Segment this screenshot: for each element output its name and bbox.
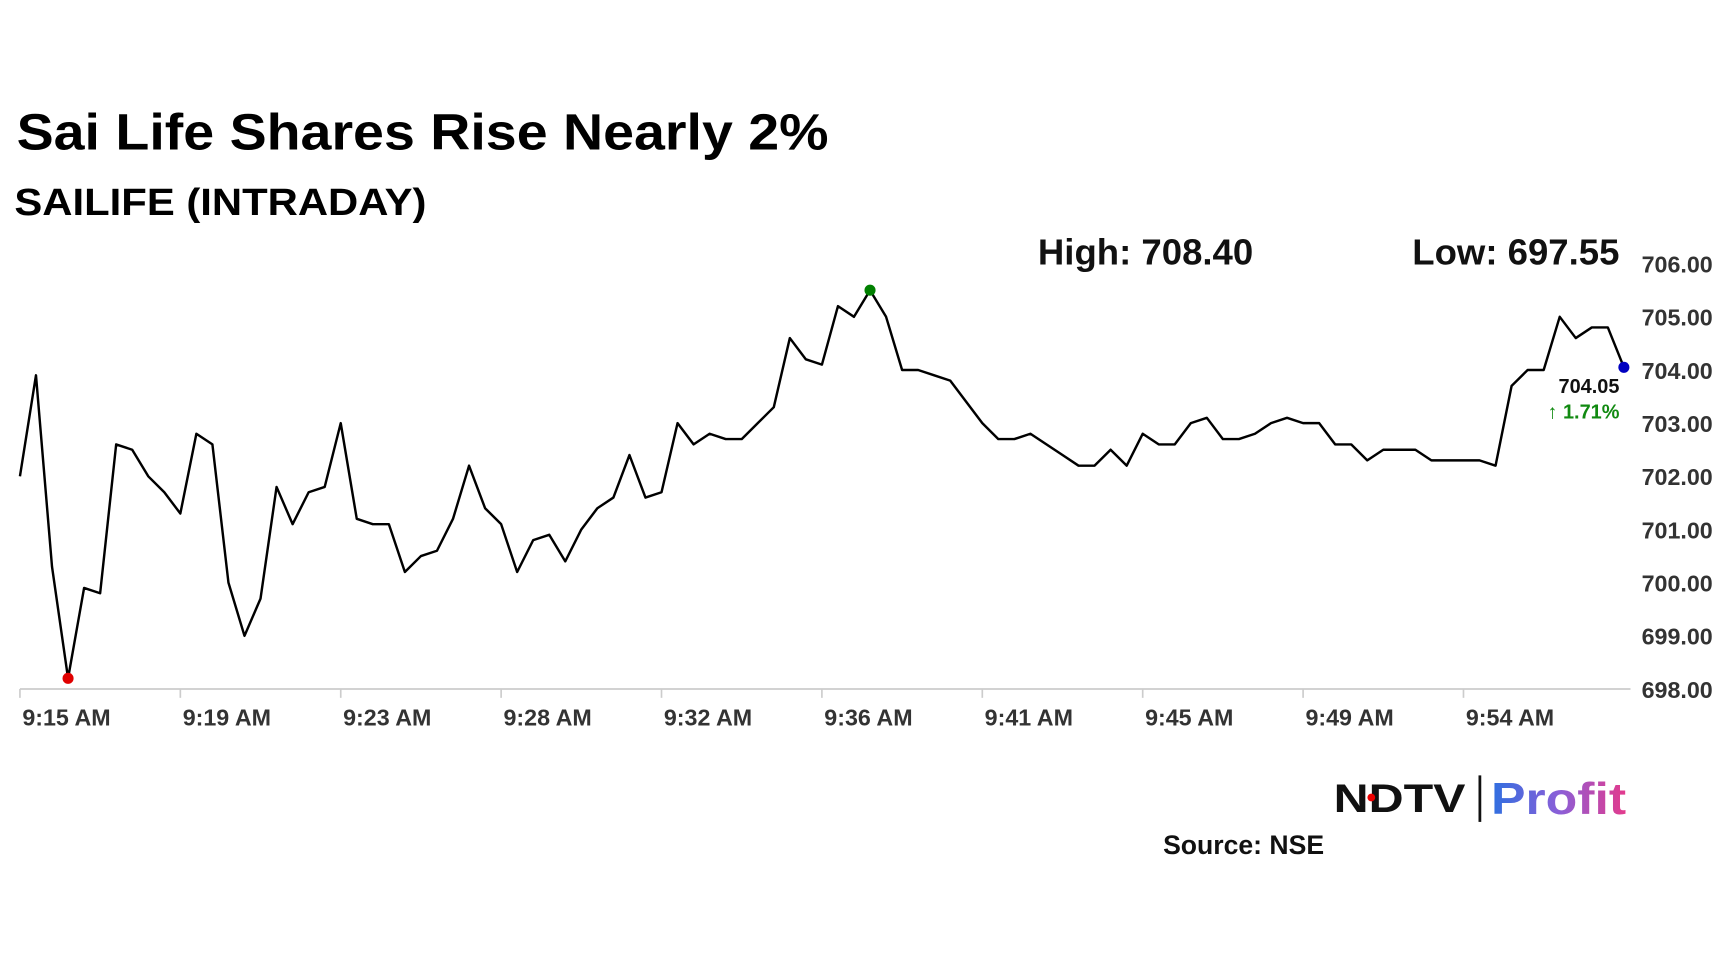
source: Source: NSE — [1163, 830, 1324, 860]
change-label: ↑ 1.71% — [1547, 402, 1619, 424]
y-tick-label: 701.00 — [1642, 517, 1713, 543]
price-line — [18, 288, 1626, 680]
last-value-label: 704.05 — [1559, 376, 1620, 398]
x-tick-label: 9:15 AM — [22, 705, 110, 731]
y-tick-label: 703.00 — [1642, 411, 1713, 437]
chart-subtitle: SAILIFE (INTRADAY) — [14, 181, 426, 223]
y-tick-label: 706.00 — [1642, 251, 1713, 277]
last-marker — [1618, 361, 1630, 373]
y-tick-label: 700.00 — [1642, 571, 1713, 597]
max-marker — [864, 284, 876, 296]
logo-dot — [1367, 793, 1376, 802]
x-tick-label: 9:19 AM — [183, 705, 271, 731]
x-tick-label: 9:45 AM — [1145, 705, 1233, 731]
x-tick-label: 9:32 AM — [664, 705, 752, 731]
y-tick-label: 704.00 — [1642, 358, 1713, 384]
logo-left: NDTV — [1334, 777, 1466, 821]
high-label: High: 708.40 — [1038, 232, 1253, 273]
y-tick-label: 699.00 — [1642, 624, 1713, 650]
x-tick-label: 9:54 AM — [1466, 705, 1554, 731]
y-tick-label: 705.00 — [1642, 305, 1713, 331]
x-tick-label: 9:23 AM — [343, 705, 431, 731]
chart-title: Sai Life Shares Rise Nearly 2% — [17, 104, 829, 161]
x-tick-label: 9:49 AM — [1305, 705, 1393, 731]
x-tick-label: 9:36 AM — [824, 705, 912, 731]
min-marker — [62, 672, 74, 684]
logo-right: Profit — [1491, 775, 1626, 824]
x-tick-label: 9:28 AM — [503, 705, 591, 731]
y-tick-label: 698.00 — [1642, 677, 1713, 703]
low-label: Low: 697.55 — [1412, 232, 1619, 273]
x-tick-label: 9:41 AM — [985, 705, 1073, 731]
y-tick-label: 702.00 — [1642, 464, 1713, 490]
